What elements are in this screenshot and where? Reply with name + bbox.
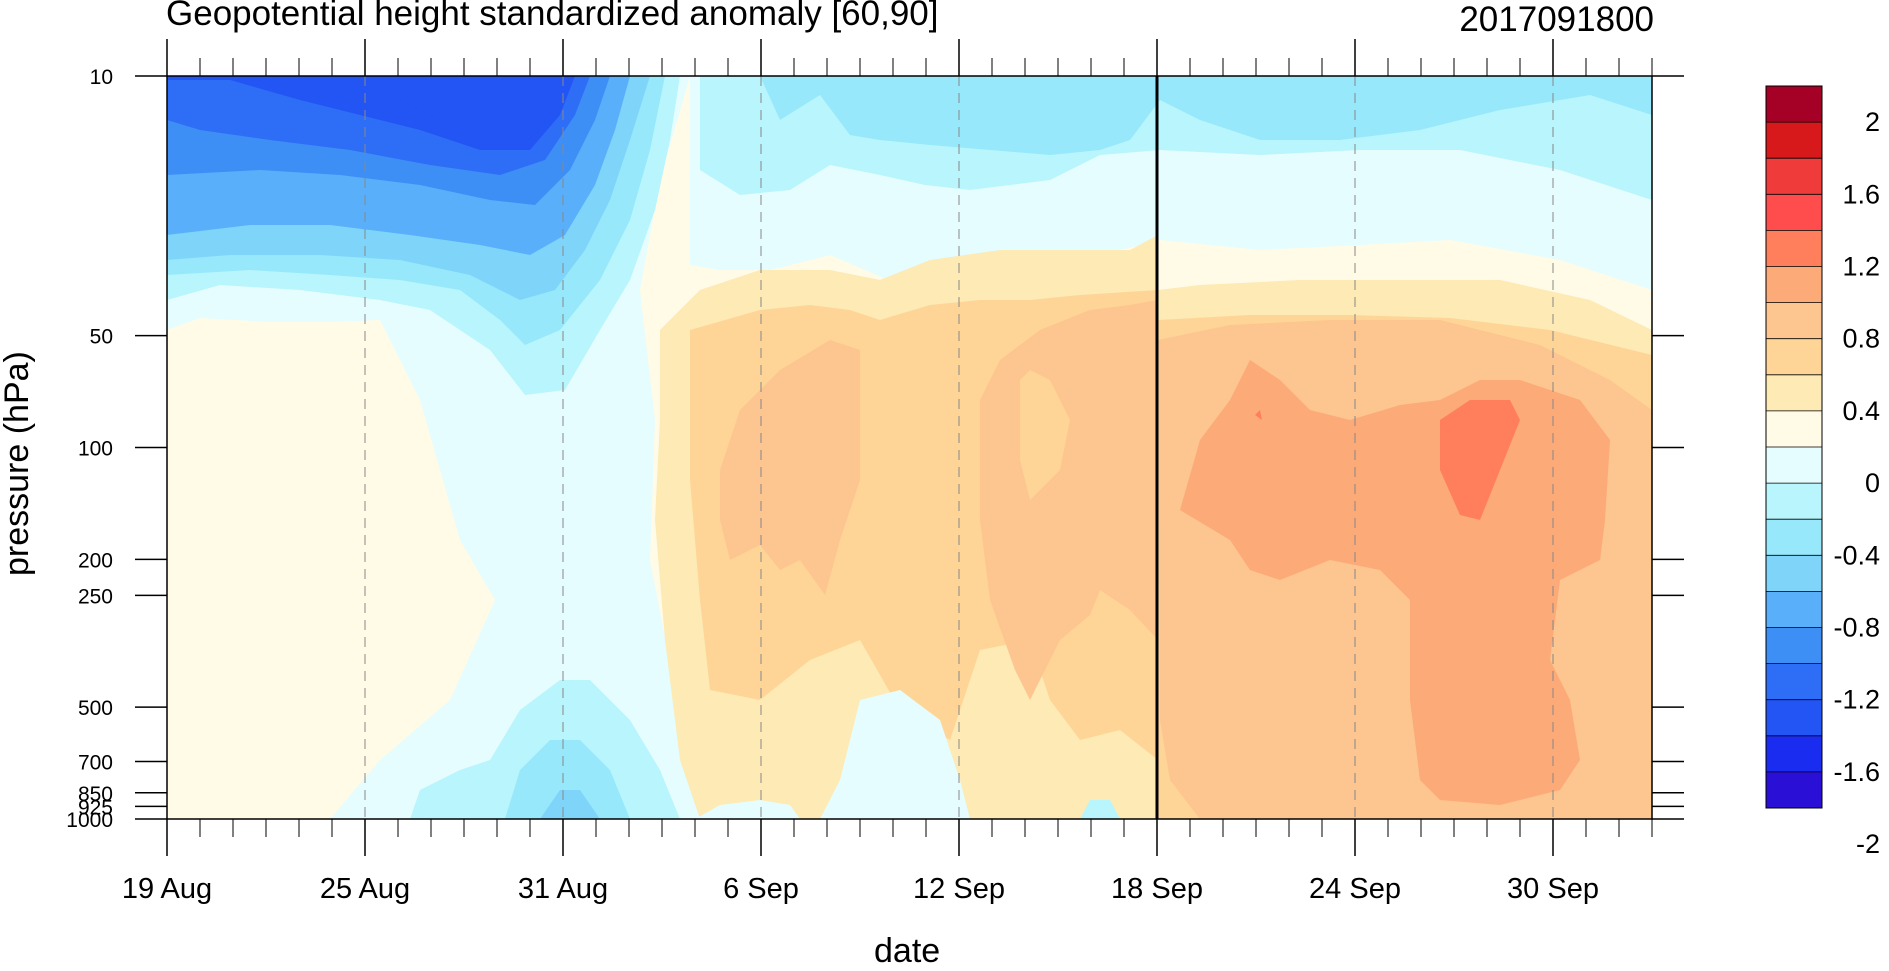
y-tick-label: 500 (78, 697, 113, 720)
colorbar-swatch (1766, 555, 1822, 592)
y-tick-label: 1000 (66, 809, 113, 832)
y-tick-label: 200 (78, 549, 113, 572)
colorbar-label: 0.8 (1842, 324, 1880, 354)
x-axis: 19 Aug 25 Aug 31 Aug 6 Sep 12 Sep 18 Sep 24 Se… (122, 39, 1653, 905)
colorbar-label: -0.4 (1833, 540, 1880, 570)
colorbar-label: -1.6 (1833, 757, 1880, 787)
colorbar-swatch (1766, 374, 1822, 412)
colorbar-label: 2 (1865, 107, 1880, 137)
colorbar-swatch (1766, 699, 1822, 737)
y-tick-label: 10 (90, 66, 113, 89)
colorbar-swatch (1766, 483, 1822, 520)
x-tick-label: 25 Aug (320, 873, 410, 905)
colorbar-swatch (1766, 627, 1822, 665)
colorbar-swatch (1766, 230, 1822, 267)
contour-fill (167, 76, 1652, 819)
colorbar: 2 1.6 1.2 0.8 0.4 0 -0.4 -0.8 -1.2 -1.6 -2 (1765, 85, 1880, 859)
colorbar-swatch (1766, 194, 1822, 231)
y-tick-label: 250 (78, 585, 113, 608)
colorbar-swatch (1766, 266, 1822, 304)
x-tick-label: 24 Sep (1309, 873, 1401, 905)
x-tick-label: 6 Sep (723, 873, 799, 905)
y-tick-label: 850 (78, 783, 113, 806)
colorbar-label: 1.2 (1842, 252, 1880, 282)
colorbar-swatch (1766, 410, 1822, 448)
colorbar-swatch (1766, 519, 1822, 556)
colorbar-label: -1.2 (1833, 685, 1880, 715)
colorbar-label: 1.6 (1842, 179, 1880, 209)
y-tick-label: 50 (90, 326, 113, 349)
colorbar-swatch (1766, 302, 1822, 340)
x-tick-label: 30 Sep (1507, 873, 1599, 905)
colorbar-swatch (1766, 447, 1822, 484)
y-tick-label: 925 (78, 796, 113, 819)
colorbar-swatch (1766, 663, 1822, 701)
colorbar-label: 0.4 (1842, 396, 1880, 426)
colorbar-swatch (1766, 735, 1822, 773)
init-time-label: 2017091800 (1459, 0, 1654, 39)
x-tick-label: 12 Sep (913, 873, 1005, 905)
colorbar-swatch (1766, 122, 1822, 159)
colorbar-swatch (1766, 771, 1822, 809)
colorbar-swatch (1766, 338, 1822, 376)
colorbar-label: -0.8 (1833, 613, 1880, 643)
colorbar-swatch (1766, 86, 1822, 123)
colorbar-label: 0 (1865, 468, 1880, 498)
colorbar-swatch (1766, 158, 1822, 195)
x-axis-title: date (874, 932, 941, 970)
y-tick-label: 700 (78, 751, 113, 774)
x-tick-label: 18 Sep (1111, 873, 1203, 905)
colorbar-label: -2 (1856, 829, 1880, 859)
x-tick-label: 31 Aug (518, 873, 608, 905)
colorbar-swatch (1766, 591, 1822, 628)
chart-title: Geopotential height standardized anomaly… (166, 0, 939, 33)
y-tick-label: 100 (78, 438, 113, 461)
colorbar-frame (1765, 85, 1823, 809)
x-tick-label: 19 Aug (122, 873, 212, 905)
